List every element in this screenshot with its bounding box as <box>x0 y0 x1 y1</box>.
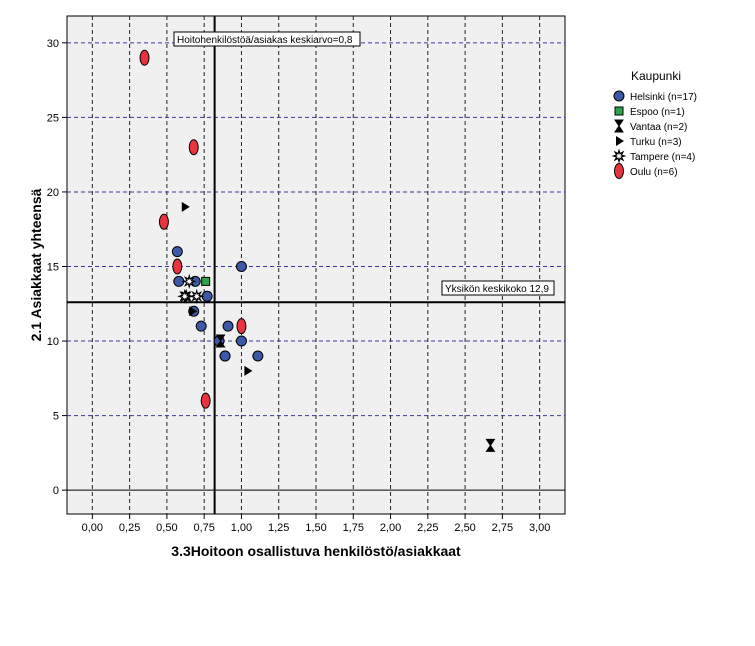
x-tick-label: 2,25 <box>417 522 438 534</box>
reference-label-box <box>173 31 361 47</box>
x-tick-label: 1,50 <box>305 522 326 534</box>
x-tick-label: 1,25 <box>268 522 289 534</box>
data-point-tampere <box>181 273 197 289</box>
y-tick-label: 15 <box>47 261 59 273</box>
data-point-helsinki <box>171 246 183 258</box>
data-points <box>139 49 496 452</box>
data-point-helsinki <box>219 350 231 362</box>
data-point-vantaa <box>485 438 496 452</box>
x-tick-label: 2,75 <box>492 522 513 534</box>
data-point-tampere <box>189 288 205 304</box>
y-tick-label: 10 <box>47 336 59 348</box>
x-tick-label: 1,75 <box>343 522 364 534</box>
x-tick-label: 0,25 <box>119 522 140 534</box>
y-tick-label: 30 <box>47 38 59 50</box>
data-point-oulu <box>172 258 183 275</box>
x-axis-title: 3.3Hoitoon osallistuva henkilöstö/asiakk… <box>171 543 461 559</box>
reference-label-box <box>441 280 555 296</box>
legend-label-turku: Turku (n=3) <box>630 137 682 148</box>
x-tick-label: 1,00 <box>231 522 252 534</box>
reference-label-horizontal: Yksikön keskikoko 12,9 <box>445 284 549 295</box>
y-tick-label: 20 <box>47 187 59 199</box>
data-point-turku <box>244 365 253 376</box>
data-point-helsinki <box>235 335 247 347</box>
x-tick-label: 0,00 <box>82 522 103 534</box>
data-point-turku <box>181 201 190 212</box>
y-tick-label: 0 <box>53 485 59 497</box>
data-point-helsinki <box>195 320 207 332</box>
x-tick-label: 0,75 <box>193 522 214 534</box>
legend-label-tampere: Tampere (n=4) <box>630 152 695 163</box>
legend-marker-tampere <box>611 148 627 164</box>
legend-label-helsinki: Helsinki (n=17) <box>630 92 697 103</box>
reference-lines: Hoitohenkilöstöä/asiakas keskiarvo=0,8 Yk… <box>67 16 565 514</box>
x-axis-ticks: 0,00 0,25 0,50 0,75 1,00 1,25 1,50 1,75 2,00 2,25… <box>82 514 550 534</box>
data-point-oulu <box>188 139 199 156</box>
data-point-espoo <box>201 276 211 286</box>
legend-label-vantaa: Vantaa (n=2) <box>630 122 687 133</box>
y-axis-title: 2.1 Asiakkaat yhteensä <box>28 188 44 341</box>
legend-marker-turku <box>616 136 624 146</box>
x-tick-label: 3,00 <box>529 522 550 534</box>
x-tick-label: 0,50 <box>156 522 177 534</box>
x-tick-label: 2,50 <box>454 522 475 534</box>
legend-marker-oulu <box>614 163 624 179</box>
y-axis-ticks: 0 5 10 15 20 25 30 <box>47 38 67 497</box>
reference-label-vertical: Hoitohenkilöstöä/asiakas keskiarvo=0,8 <box>177 35 353 46</box>
legend-title: Kaupunki <box>631 69 681 83</box>
legend-label-espoo: Espoo (n=1) <box>630 107 685 118</box>
legend: Kaupunki Helsinki (n=17) Espoo (n=1) Vanta… <box>611 69 697 179</box>
data-point-turku <box>189 306 198 317</box>
data-point-oulu <box>200 392 211 409</box>
data-point-tampere <box>177 288 193 304</box>
data-point-vantaa <box>215 334 226 348</box>
data-point-helsinki <box>252 350 264 362</box>
legend-label-oulu: Oulu (n=6) <box>630 167 678 178</box>
data-point-oulu <box>139 49 150 66</box>
legend-marker-espoo <box>614 106 624 116</box>
y-tick-label: 25 <box>47 112 59 124</box>
legend-marker-helsinki <box>613 90 625 102</box>
data-point-helsinki <box>235 260 247 272</box>
data-point-helsinki <box>222 320 234 332</box>
legend-marker-vantaa <box>614 119 624 133</box>
y-tick-label: 5 <box>53 411 59 423</box>
data-point-oulu <box>236 318 247 335</box>
data-point-oulu <box>158 213 169 230</box>
x-tick-label: 2,00 <box>380 522 401 534</box>
